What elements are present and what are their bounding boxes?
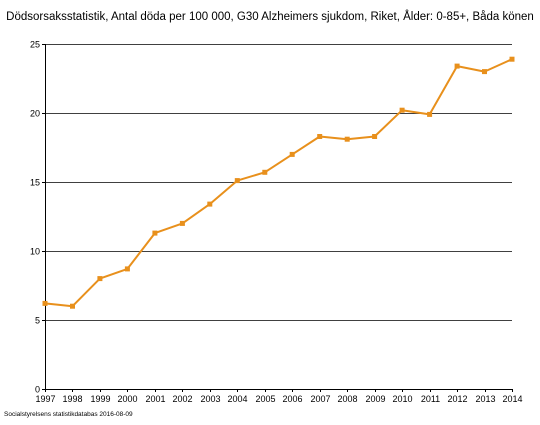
x-tick-label: 2011 xyxy=(421,394,440,404)
data-point xyxy=(427,111,433,117)
data-point xyxy=(42,300,48,306)
y-tick-label: 0 xyxy=(35,385,40,395)
data-point xyxy=(317,134,323,139)
x-tick-label: 2009 xyxy=(365,394,385,404)
data-point xyxy=(70,303,75,309)
x-tick-label: 2008 xyxy=(337,394,357,404)
data-point xyxy=(289,151,295,157)
x-tick-label: 1997 xyxy=(35,394,55,404)
x-tick-label: 2001 xyxy=(145,394,165,404)
data-point xyxy=(97,276,103,282)
x-tick-label: 2002 xyxy=(172,394,192,404)
data-point xyxy=(124,266,130,272)
data-point xyxy=(482,69,487,75)
y-tick-label: 10 xyxy=(30,247,40,257)
data-point xyxy=(262,169,268,175)
x-tick-label: 2014 xyxy=(502,394,522,404)
data-point xyxy=(179,220,185,226)
y-tick-label: 20 xyxy=(30,109,40,119)
x-tick-label: 2013 xyxy=(475,394,495,404)
series xyxy=(42,56,515,309)
x-tick-label: 2006 xyxy=(282,394,302,404)
x-tick-label: 2004 xyxy=(227,394,247,404)
axes xyxy=(42,44,513,392)
x-tick-label: 2007 xyxy=(310,394,330,404)
gridlines xyxy=(45,44,512,321)
data-point xyxy=(234,178,240,184)
x-tick-labels: 1997 1998 1999 2000 2001 2002 2003 2004 2005 2006… xyxy=(35,394,522,404)
y-tick-label: 15 xyxy=(30,178,40,188)
x-tick-label: 2005 xyxy=(255,394,275,404)
x-tick-label: 1998 xyxy=(62,394,82,404)
x-tick-label: 2003 xyxy=(200,394,220,404)
y-tick-label: 5 xyxy=(35,316,40,326)
x-tick-label: 2010 xyxy=(392,394,412,404)
data-point xyxy=(399,107,405,113)
y-tick-label: 25 xyxy=(30,40,40,50)
series-line xyxy=(44,58,513,308)
x-tick-label: 2000 xyxy=(117,394,137,404)
chart-title: Dödsorsaksstatistik, Antal döda per 100 … xyxy=(6,11,534,23)
data-point xyxy=(344,136,350,142)
data-point xyxy=(372,134,378,139)
data-point xyxy=(152,230,158,236)
y-tick-labels: 0 5 10 15 20 25 xyxy=(30,40,40,395)
x-tick-label: 2012 xyxy=(447,394,467,404)
data-point xyxy=(454,63,460,69)
source-note: Socialstyrelsens statistikdatabas 2016-0… xyxy=(4,411,133,418)
x-tick-label: 1999 xyxy=(90,394,110,404)
data-point xyxy=(207,201,213,207)
data-point xyxy=(509,56,515,62)
